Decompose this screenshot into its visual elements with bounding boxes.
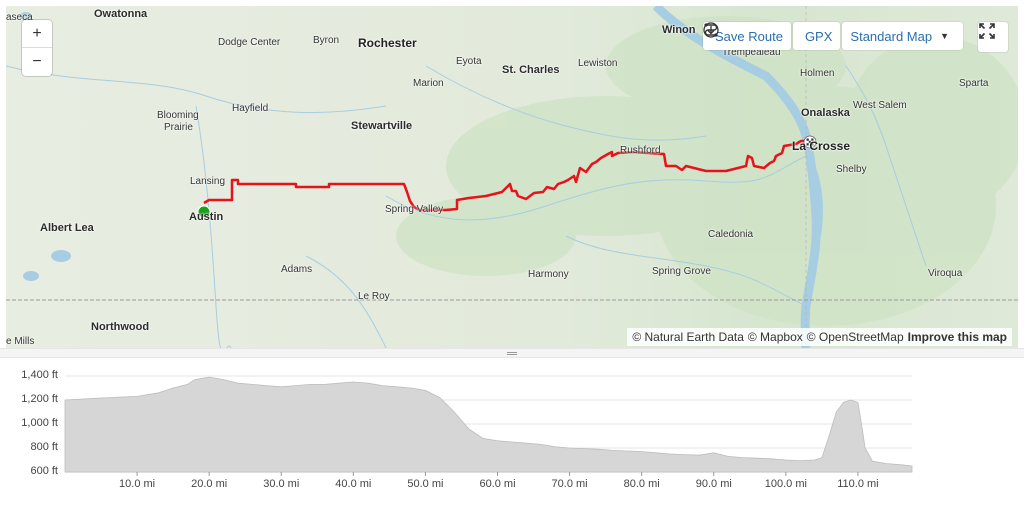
grip-icon	[507, 352, 517, 355]
map-canvas[interactable]	[6, 6, 1018, 348]
forest-areas	[396, 16, 1018, 326]
place-label: e Mills	[6, 336, 35, 347]
x-tick-label: 10.0 mi	[119, 478, 156, 490]
save-route-button[interactable]: Save Route	[703, 22, 791, 50]
x-tick-label: 30.0 mi	[263, 478, 300, 490]
place-label: Dodge Center	[218, 37, 281, 48]
save-route-label: Save Route	[715, 28, 783, 44]
attribution-natural-earth[interactable]: © Natural Earth Data	[632, 330, 744, 344]
place-label: Hayfield	[232, 103, 269, 114]
lakes	[20, 12, 71, 281]
zoom-out-button[interactable]: −	[32, 53, 42, 70]
place-label: Harmony	[528, 269, 569, 280]
place-label: Blooming	[157, 110, 199, 121]
elevation-area[interactable]	[64, 376, 913, 473]
elevation-profile[interactable]: 1,400 ft 1,200 ft 1,000 ft 800 ft 600 ft 10.…	[6, 360, 1018, 510]
x-axis-ticks	[136, 472, 859, 476]
place-label: Marion	[413, 78, 444, 89]
y-tick-label: 1,200 ft	[21, 393, 58, 405]
place-label: Onalaska	[801, 107, 850, 119]
route-line[interactable]	[203, 139, 810, 212]
place-label: Spring Valley	[385, 204, 444, 215]
gpx-download-button[interactable]: GPX	[703, 22, 841, 50]
gpx-label: GPX	[804, 28, 833, 44]
improve-map-link[interactable]: Improve this map	[907, 330, 1007, 344]
y-tick-label: 1,400 ft	[21, 369, 58, 381]
y-tick-label: 1,000 ft	[21, 417, 58, 429]
x-tick-label: 90.0 mi	[695, 478, 732, 490]
map-style-select[interactable]: Standard Map ▼	[842, 22, 963, 50]
map-style-label: Standard Map	[850, 28, 933, 44]
start-marker[interactable]	[197, 205, 211, 219]
x-tick-label: 50.0 mi	[407, 478, 444, 490]
place-label: Byron	[313, 35, 340, 46]
place-label: Rushford	[620, 145, 661, 156]
place-label: Austin	[189, 211, 224, 223]
finish-marker[interactable]	[803, 135, 817, 149]
place-label: Albert Lea	[40, 222, 94, 234]
place-label: aseca	[6, 12, 33, 23]
place-label: Spring Grove	[652, 266, 711, 277]
place-label: Prairie	[164, 122, 193, 133]
attribution-mapbox[interactable]: © Mapbox	[747, 330, 803, 344]
map-attribution: © Natural Earth Data © Mapbox © OpenStre…	[627, 328, 1012, 346]
place-label: Owatonna	[94, 8, 148, 20]
attribution-osm[interactable]: © OpenStreetMap	[806, 330, 904, 344]
place-label: Northwood	[91, 321, 150, 333]
map-toolbar: Save Route GPX Standard Map ▼	[703, 22, 963, 50]
x-tick-label: 20.0 mi	[191, 478, 228, 490]
x-tick-label: 60.0 mi	[479, 478, 516, 490]
x-tick-label: 100.0 mi	[764, 478, 807, 490]
panel-resize-handle[interactable]	[0, 348, 1024, 358]
place-label: Eyota	[456, 56, 482, 67]
fullscreen-button[interactable]	[978, 22, 1008, 52]
river-backwater	[806, 156, 823, 236]
place-label: Stewartville	[351, 120, 413, 132]
x-tick-label: 80.0 mi	[623, 478, 660, 490]
place-label: Lewiston	[578, 58, 618, 69]
streams	[6, 65, 927, 348]
fullscreen-icon	[979, 23, 995, 39]
caret-down-icon: ▼	[940, 31, 949, 41]
place-label: Caledonia	[708, 229, 754, 240]
place-label: Lansing	[190, 176, 226, 187]
place-label: Trempealeau	[722, 47, 781, 58]
x-tick-label: 40.0 mi	[335, 478, 372, 490]
place-label: Adams	[281, 264, 313, 275]
y-tick-label: 800 ft	[30, 441, 58, 453]
place-label: St. Charles	[502, 64, 560, 76]
place-label: La Crosse	[792, 139, 851, 153]
y-tick-label: 600 ft	[30, 465, 58, 477]
place-label: West Salem	[853, 100, 907, 111]
x-tick-label: 70.0 mi	[551, 478, 588, 490]
x-tick-label: 110.0 mi	[837, 478, 879, 490]
place-label: Viroqua	[928, 268, 963, 279]
place-label: Holmen	[800, 68, 835, 79]
place-label: Winon	[662, 24, 696, 36]
zoom-in-button[interactable]: +	[22, 20, 52, 48]
place-label: Rochester	[358, 36, 417, 50]
place-label: Sparta	[959, 78, 989, 89]
route-map[interactable]: aseca Owatonna Dodge Center Byron Rochester E…	[6, 6, 1018, 348]
place-label: Le Roy	[358, 291, 390, 302]
elevation-chart[interactable]	[6, 360, 1018, 510]
place-label: Shelby	[836, 164, 867, 175]
zoom-control: + −	[22, 20, 52, 76]
